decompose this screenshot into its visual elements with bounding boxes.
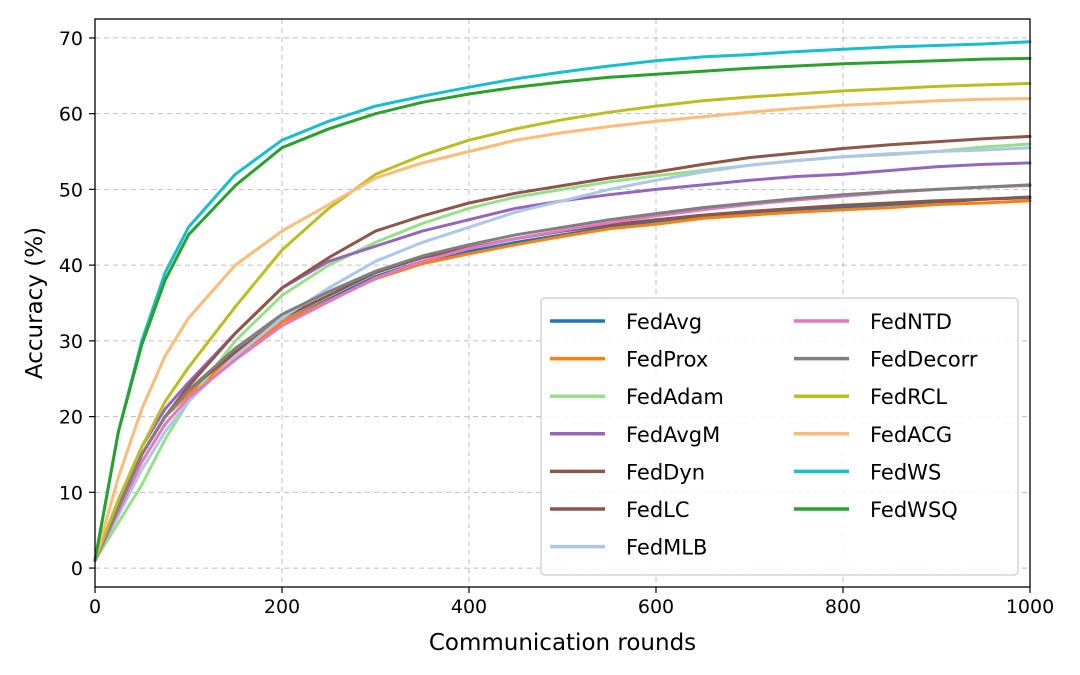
legend-box <box>540 297 1019 576</box>
legend-label: FedWS <box>870 460 941 484</box>
y-tick-label: 30 <box>59 331 83 353</box>
y-tick-label: 0 <box>71 558 83 580</box>
legend-label: FedDyn <box>626 460 705 484</box>
y-tick-label: 40 <box>59 255 83 277</box>
series-line-fedacg <box>93 97 1032 562</box>
x-tick-label: 400 <box>451 596 487 618</box>
y-tick-label: 70 <box>59 28 83 50</box>
legend-label: FedACG <box>870 423 952 447</box>
plot-frame <box>94 18 1031 588</box>
legend: FedAvg FedProx FedAdam FedAvgM FedDyn FedLC Fe… <box>540 297 1019 576</box>
series-line-fedprox <box>93 199 1032 562</box>
series-lines <box>93 40 1032 562</box>
y-tick-label: 20 <box>59 407 83 429</box>
legend-label: FedAvgM <box>626 423 720 447</box>
axis-ticks: 0 200 400 600 800 1000 0 10 20 30 40 50 60 70 <box>59 28 1054 618</box>
legend-label: FedProx <box>626 348 708 372</box>
y-tick-label: 50 <box>59 179 83 201</box>
legend-label: FedAvg <box>626 310 702 334</box>
y-axis-label: Accuracy (%) <box>22 227 48 379</box>
legend-label: FedLC <box>626 498 690 522</box>
x-tick-label: 800 <box>825 596 861 618</box>
y-tick-label: 10 <box>59 482 83 504</box>
series-line-fedavgm <box>93 161 1032 562</box>
y-tick-label: 60 <box>59 104 83 126</box>
legend-label: FedMLB <box>626 536 707 560</box>
x-tick-label: 200 <box>264 596 300 618</box>
legend-label: FedAdam <box>626 385 724 409</box>
x-tick-label: 600 <box>638 596 674 618</box>
legend-label: FedWSQ <box>870 498 958 522</box>
series-line-fedmlb <box>93 146 1032 562</box>
x-tick-label: 1000 <box>1006 596 1054 618</box>
x-tick-label: 0 <box>89 596 101 618</box>
legend-label: FedRCL <box>870 385 947 409</box>
series-line-fedws <box>93 40 1032 562</box>
series-line-feddecorr <box>93 183 1032 562</box>
x-axis-label: Communication rounds <box>429 630 696 656</box>
legend-label: FedDecorr <box>870 348 978 372</box>
series-line-fedwsq <box>93 56 1032 562</box>
legend-label: FedNTD <box>870 310 952 334</box>
series-line-feddyn <box>93 134 1032 562</box>
series-line-fedrcl <box>93 81 1032 562</box>
